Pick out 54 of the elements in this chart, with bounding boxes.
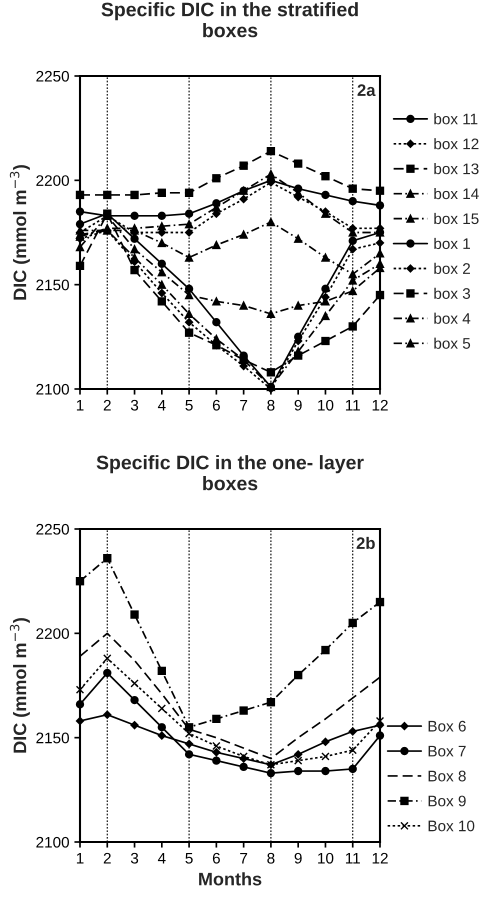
- legend-label: Box 7: [428, 746, 466, 757]
- x-tick-label: 9: [294, 400, 302, 411]
- x-tick-label: 8: [267, 852, 274, 864]
- x-tick-label: 7: [240, 400, 248, 410]
- x-axis-title: Months: [199, 872, 262, 886]
- legend-label: box 1: [434, 238, 470, 250]
- x-tick-label: 9: [294, 852, 302, 864]
- x-tick-label: 12: [372, 852, 388, 864]
- annotation: 2b: [356, 536, 375, 550]
- legend-label: Box 9: [428, 796, 466, 806]
- x-tick-label: 10: [318, 400, 334, 411]
- legend-label: box 14: [434, 188, 479, 200]
- x-tick-label: 1: [76, 852, 84, 864]
- x-tick-label: 12: [372, 400, 388, 410]
- y-tick-label: 2100: [36, 836, 69, 848]
- y-tick-label: 2250: [36, 70, 69, 82]
- legend-label: box 15: [434, 212, 479, 224]
- x-tick-label: 1: [76, 400, 84, 410]
- chart-title: Specific DIC in the one- layer boxes: [96, 455, 364, 490]
- legend-label: Box 10: [428, 820, 474, 832]
- x-tick-label: 6: [212, 852, 220, 864]
- legend-label: box 12: [434, 138, 478, 150]
- y-axis-title: DIC (mmol m$^{−3}$): [10, 618, 30, 753]
- x-tick-label: 2: [104, 852, 111, 864]
- x-tick-label: 11: [346, 400, 360, 410]
- legend-label: box 13: [434, 163, 479, 174]
- y-tick-label: 2200: [36, 628, 69, 640]
- x-tick-label: 4: [158, 400, 166, 410]
- y-tick-label: 2150: [36, 732, 69, 744]
- legend-label: Box 8: [428, 770, 466, 782]
- x-tick-label: 2: [104, 400, 111, 410]
- legend-label: box 2: [434, 262, 470, 274]
- legend-label: box 4: [434, 312, 470, 324]
- y-tick-label: 2250: [36, 524, 69, 535]
- y-axis-title: DIC (mmol m$^{−3}$): [10, 165, 30, 300]
- x-tick-label: 10: [318, 852, 334, 864]
- y-tick-label: 2150: [36, 280, 69, 290]
- y-tick-label: 2200: [36, 175, 69, 186]
- chart-title: Specific DIC in the stratified boxes: [101, 2, 358, 38]
- x-tick-label: 11: [346, 852, 360, 864]
- annotation: 2a: [358, 84, 376, 96]
- x-tick-label: 6: [212, 400, 220, 411]
- legend-label: box 5: [434, 338, 470, 349]
- y-tick-label: 2100: [36, 384, 69, 395]
- x-tick-label: 8: [267, 400, 274, 411]
- x-tick-label: 4: [158, 852, 166, 864]
- x-tick-label: 5: [185, 400, 193, 411]
- legend-label: box 3: [434, 288, 470, 299]
- x-tick-label: 3: [130, 852, 138, 864]
- legend-label: box 11: [434, 113, 478, 124]
- x-tick-label: 5: [185, 852, 193, 864]
- x-tick-label: 3: [130, 400, 138, 411]
- x-tick-label: 7: [240, 852, 248, 864]
- legend-label: Box 6: [428, 720, 466, 732]
